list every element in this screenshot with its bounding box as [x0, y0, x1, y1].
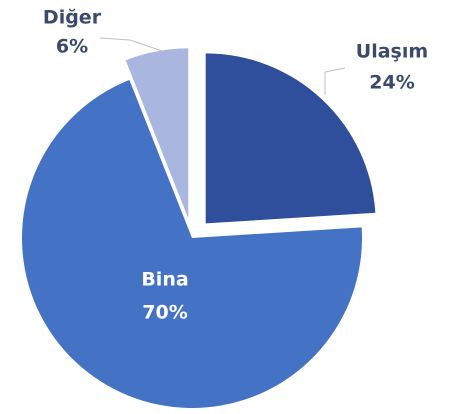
value-label: 70% [142, 302, 187, 324]
category-label: Diğer [43, 7, 102, 29]
category-label: Ulaşım [356, 41, 428, 63]
pie-slice [22, 79, 362, 409]
leader-line [99, 37, 166, 53]
value-label: 6% [56, 36, 88, 58]
leader-line [324, 67, 346, 95]
category-label: Bina [141, 269, 188, 291]
slices [22, 48, 376, 409]
pie-slice [205, 53, 376, 224]
value-label: 24% [369, 72, 414, 94]
pie-slice [125, 48, 189, 219]
